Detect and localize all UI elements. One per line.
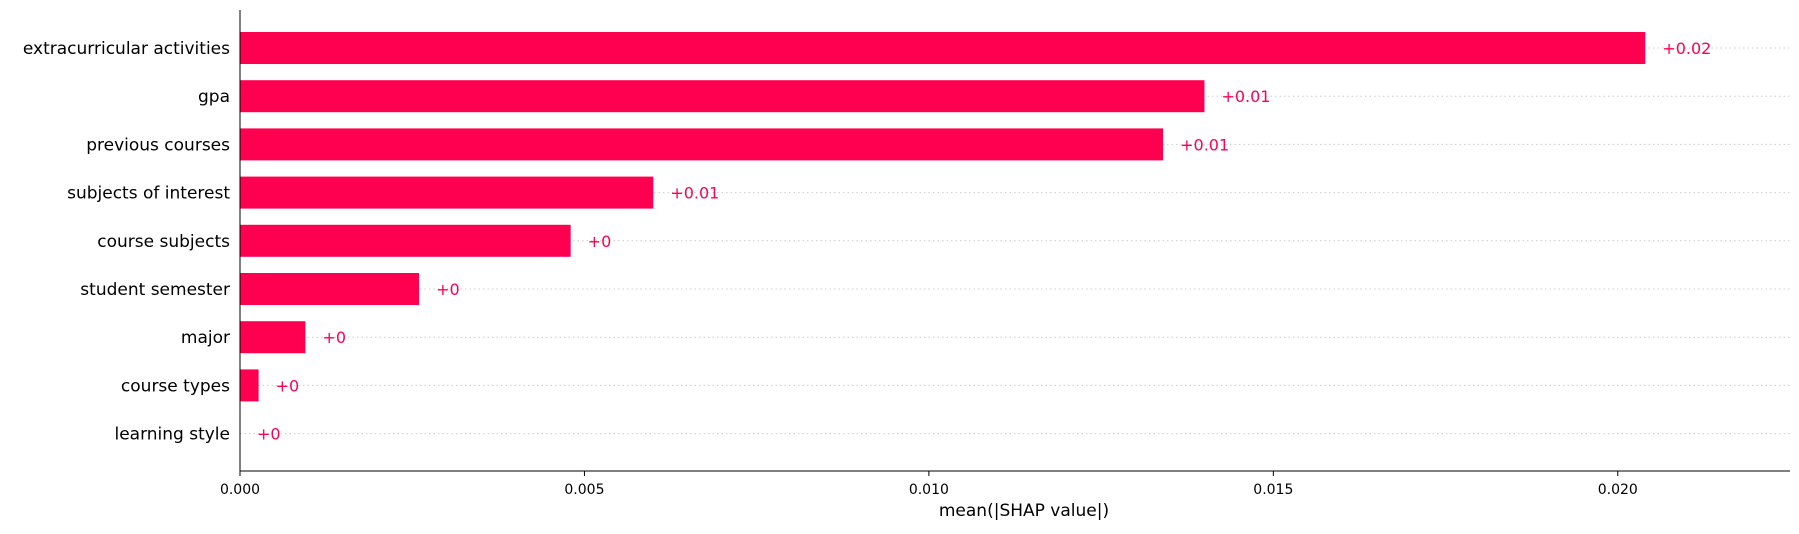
category-label: major [181, 328, 230, 348]
x-tick-label: 0.020 [1598, 482, 1638, 498]
value-label: +0.01 [1180, 135, 1229, 154]
bar [240, 32, 1646, 64]
value-label: +0 [257, 425, 281, 444]
value-label: +0 [436, 280, 460, 299]
x-tick-label: 0.010 [909, 482, 949, 498]
x-axis-label: mean(|SHAP value|) [939, 501, 1109, 521]
bar [240, 321, 306, 354]
category-label: student semester [80, 280, 230, 300]
category-label: previous courses [86, 135, 230, 155]
value-labels: +0.02 +0.01 +0.01 +0.01 +0 +0 +0 +0 +0 [257, 39, 1711, 444]
bar [240, 369, 259, 402]
x-tick-label: 0.005 [564, 482, 604, 498]
value-label: +0.01 [670, 184, 719, 203]
value-label: +0.02 [1662, 39, 1711, 58]
bars [240, 32, 1646, 402]
x-tick-label: 0.000 [220, 482, 260, 498]
category-labels: extracurricular activities gpa previous co… [23, 39, 230, 445]
value-label: +0.01 [1221, 87, 1270, 106]
category-label: subjects of interest [67, 184, 230, 204]
value-label: +0 [322, 328, 346, 347]
category-label: gpa [198, 87, 230, 107]
category-label: learning style [114, 425, 230, 445]
bar [240, 176, 654, 209]
bar [240, 273, 420, 305]
bar [240, 80, 1205, 113]
category-label: course types [121, 376, 230, 396]
value-label: +0 [588, 232, 612, 251]
bar [240, 128, 1164, 161]
x-tick-label: 0.015 [1253, 482, 1293, 498]
category-label: extracurricular activities [23, 39, 230, 59]
value-label: +0 [276, 376, 300, 395]
bar [240, 224, 571, 257]
axes: 0.000 0.005 0.010 0.015 0.020 [220, 10, 1790, 498]
category-label: course subjects [97, 232, 230, 252]
